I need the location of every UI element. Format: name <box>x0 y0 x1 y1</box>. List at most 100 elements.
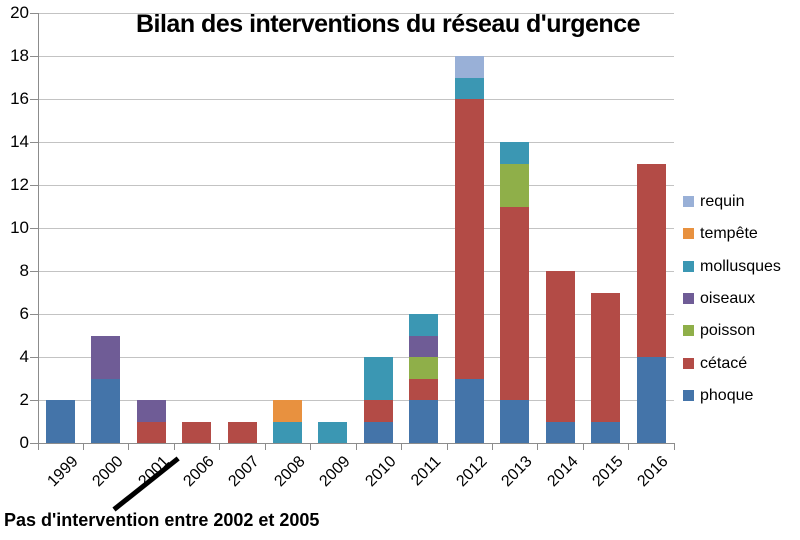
x-axis-tick <box>446 443 448 450</box>
y-axis-label: 8 <box>19 261 29 280</box>
x-axis-tick <box>492 443 493 450</box>
bar-segment-oiseaux-2011 <box>409 335 439 357</box>
x-axis-tick <box>401 443 403 450</box>
bar-segment-tempête-2008 <box>272 400 302 422</box>
bar-segment-oiseaux-2001 <box>136 400 166 422</box>
legend-label: mollusques <box>700 257 781 275</box>
bar-segment-phoque-2015 <box>591 421 621 443</box>
x-axis-label: 2007 <box>225 453 264 491</box>
y-axis-label: 6 <box>19 304 29 323</box>
x-axis-tick <box>673 443 675 450</box>
y-gridline <box>38 357 675 358</box>
bar-segment-mollusques-2010 <box>363 357 393 400</box>
legend-item-poisson: poisson <box>683 322 755 339</box>
annotation-note: Pas d'intervention entre 2002 et 2005 <box>4 510 320 530</box>
y-axis-tick <box>29 357 38 358</box>
x-axis-tick <box>37 443 39 450</box>
bar-segment-phoque-2010 <box>363 421 393 443</box>
legend-label: phoque <box>700 386 754 404</box>
bar-segment-phoque-2011 <box>409 400 439 443</box>
bar-segment-cétacé-2011 <box>409 378 439 400</box>
y-gridline <box>38 228 675 229</box>
legend-swatch-oiseaux <box>683 292 694 304</box>
y-gridline <box>38 99 675 100</box>
y-axis-label: 18 <box>10 46 29 65</box>
bar-segment-phoque-2012 <box>454 378 484 443</box>
x-axis-tick <box>628 443 630 450</box>
legend-swatch-cétacé <box>683 357 694 369</box>
x-axis-label: 2009 <box>316 453 354 491</box>
y-axis-tick <box>29 13 38 14</box>
y-gridline <box>38 142 675 143</box>
x-axis-label: 2006 <box>180 453 218 491</box>
legend-item-phoque: phoque <box>683 387 753 404</box>
y-axis-label: 14 <box>10 132 29 151</box>
bar-segment-phoque-2016 <box>636 357 666 443</box>
bar-segment-cétacé-2010 <box>363 400 393 422</box>
y-axis-tick <box>29 314 38 315</box>
bar-segment-phoque-2014 <box>545 421 575 443</box>
y-axis-tick <box>29 185 38 186</box>
bar-segment-phoque-2000 <box>91 378 121 443</box>
x-axis-label: 2015 <box>589 453 627 491</box>
bar-segment-phoque-1999 <box>45 400 75 443</box>
x-axis-label: 2000 <box>89 453 127 491</box>
y-axis-tick <box>29 443 38 444</box>
y-gridline <box>38 400 675 401</box>
y-gridline <box>38 56 675 57</box>
bar-segment-cétacé-2016 <box>636 163 666 357</box>
x-axis-tick <box>355 443 357 450</box>
bar-segment-cétacé-2006 <box>182 421 212 443</box>
bar-segment-poisson-2011 <box>409 357 439 379</box>
legend-swatch-requin <box>683 196 694 207</box>
bar-segment-cétacé-2007 <box>227 421 257 443</box>
bar-segment-requin-2012 <box>454 56 484 78</box>
bar-segment-cétacé-2014 <box>545 271 575 422</box>
y-axis-tick <box>29 400 38 401</box>
bar-segment-mollusques-2008 <box>272 421 302 443</box>
x-axis-tick <box>219 443 221 450</box>
x-axis-tick <box>537 443 539 450</box>
y-gridline <box>38 314 675 315</box>
legend-item-oiseaux: oiseaux <box>683 290 755 307</box>
legend-item-requin: requin <box>683 193 744 210</box>
x-axis-label: 1999 <box>44 453 82 491</box>
bar-segment-mollusques-2013 <box>500 142 530 164</box>
y-gridline <box>38 185 675 186</box>
legend-label: requin <box>700 193 745 210</box>
y-axis-label: 0 <box>19 433 29 452</box>
x-axis-tick <box>264 443 266 450</box>
bar-segment-mollusques-2012 <box>454 77 484 99</box>
x-axis-label: 2008 <box>271 453 309 491</box>
bar-segment-cétacé-2015 <box>591 292 621 422</box>
y-axis-tick <box>29 271 38 272</box>
y-axis-label: 10 <box>10 218 29 237</box>
x-axis-tick <box>310 443 312 450</box>
legend-item-cétacé: cétacé <box>683 355 747 372</box>
x-axis-tick <box>82 443 84 450</box>
x-axis-label: 2013 <box>498 453 536 491</box>
x-axis-tick <box>128 443 130 450</box>
bar-segment-mollusques-2009 <box>318 421 348 443</box>
x-axis-label: 2014 <box>544 453 582 491</box>
bar-segment-poisson-2013 <box>500 163 530 207</box>
y-gridline <box>38 271 675 272</box>
bar-segment-oiseaux-2000 <box>91 335 121 379</box>
y-axis-label: 2 <box>19 390 29 409</box>
x-axis-label: 2010 <box>362 453 400 491</box>
y-gridline <box>38 13 675 14</box>
legend-label: tempête <box>700 225 758 243</box>
legend-item-tempête: tempête <box>683 225 758 242</box>
x-axis-label: 2011 <box>408 453 445 490</box>
y-axis-label: 20 <box>10 3 29 22</box>
bar-segment-cétacé-2001 <box>136 421 166 443</box>
x-axis-tick <box>173 443 175 450</box>
legend-label: poisson <box>700 322 756 340</box>
legend-swatch-tempête <box>683 228 694 240</box>
legend-label: oiseaux <box>700 289 756 307</box>
y-axis-tick <box>29 56 38 57</box>
y-axis-tick <box>29 142 38 143</box>
legend-label: cétacé <box>700 354 748 372</box>
legend-swatch-phoque <box>683 389 694 401</box>
